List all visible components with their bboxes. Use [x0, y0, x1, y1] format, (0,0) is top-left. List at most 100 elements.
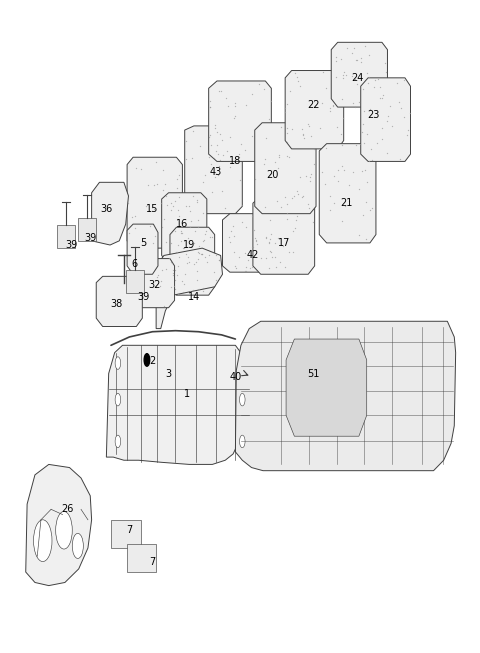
Point	[177, 236, 184, 246]
Point	[158, 264, 166, 275]
Point	[357, 54, 364, 64]
Point	[289, 225, 297, 236]
Point	[228, 221, 236, 231]
Point	[157, 276, 165, 286]
Circle shape	[240, 393, 245, 406]
Point	[338, 94, 346, 104]
Point	[208, 187, 216, 197]
Point	[166, 252, 173, 263]
Point	[208, 232, 216, 243]
Point	[174, 289, 182, 299]
Circle shape	[115, 393, 120, 406]
Point	[193, 195, 201, 205]
Point	[144, 180, 152, 190]
Point	[246, 244, 254, 255]
Point	[242, 100, 250, 110]
Point	[266, 246, 274, 257]
Point	[306, 120, 313, 131]
Point	[363, 68, 371, 78]
Polygon shape	[107, 345, 250, 464]
Point	[205, 151, 213, 162]
Point	[262, 233, 269, 244]
Point	[338, 161, 346, 172]
Point	[378, 134, 386, 144]
Point	[285, 247, 293, 257]
Point	[162, 191, 169, 201]
Point	[288, 124, 296, 135]
Point	[283, 127, 290, 138]
Point	[175, 211, 182, 221]
Point	[332, 52, 339, 62]
Point	[279, 241, 287, 251]
Point	[283, 137, 291, 148]
Point	[356, 229, 363, 240]
Polygon shape	[185, 126, 242, 214]
Point	[400, 112, 408, 122]
Point	[218, 135, 226, 145]
Text: 26: 26	[61, 504, 73, 515]
Point	[326, 103, 334, 114]
Point	[356, 97, 363, 108]
Point	[236, 152, 243, 163]
Point	[214, 170, 221, 180]
Point	[191, 225, 199, 236]
Point	[171, 275, 179, 285]
Point	[216, 161, 223, 171]
Point	[261, 154, 269, 165]
Polygon shape	[127, 544, 156, 572]
Point	[149, 238, 156, 249]
Point	[304, 119, 312, 129]
Point	[206, 96, 214, 106]
Point	[404, 125, 411, 135]
Point	[223, 146, 230, 156]
Text: 38: 38	[110, 298, 122, 308]
Point	[298, 192, 306, 202]
Point	[185, 200, 192, 211]
Point	[406, 107, 414, 118]
Polygon shape	[156, 248, 223, 328]
Point	[290, 191, 298, 202]
Point	[265, 114, 273, 124]
Text: 22: 22	[308, 100, 320, 110]
Circle shape	[240, 435, 245, 448]
Text: 20: 20	[266, 170, 278, 180]
Point	[340, 67, 348, 77]
Point	[288, 193, 295, 204]
Point	[248, 262, 256, 272]
Point	[352, 139, 360, 150]
Point	[160, 301, 168, 311]
Point	[169, 270, 177, 281]
Point	[194, 215, 202, 225]
Text: 5: 5	[140, 238, 146, 248]
Point	[322, 179, 329, 189]
Point	[304, 199, 312, 209]
Point	[171, 226, 179, 236]
Polygon shape	[127, 157, 182, 248]
Point	[369, 203, 376, 214]
Point	[239, 217, 246, 228]
Point	[267, 247, 275, 257]
Point	[161, 179, 169, 189]
Point	[329, 101, 336, 111]
Point	[294, 189, 301, 199]
Point	[199, 208, 207, 218]
Point	[191, 238, 198, 248]
Point	[196, 140, 204, 151]
Point	[296, 171, 303, 182]
Point	[212, 275, 219, 285]
Point	[339, 70, 347, 80]
Point	[137, 163, 144, 174]
Point	[360, 84, 367, 95]
Point	[262, 202, 269, 212]
Point	[200, 234, 208, 245]
Point	[202, 229, 209, 239]
Point	[348, 71, 356, 82]
Text: 51: 51	[308, 368, 320, 379]
Point	[339, 72, 347, 83]
Point	[226, 232, 233, 242]
Point	[215, 255, 223, 265]
Point	[253, 239, 261, 249]
Polygon shape	[361, 78, 410, 161]
Circle shape	[72, 534, 84, 558]
Point	[214, 127, 221, 138]
